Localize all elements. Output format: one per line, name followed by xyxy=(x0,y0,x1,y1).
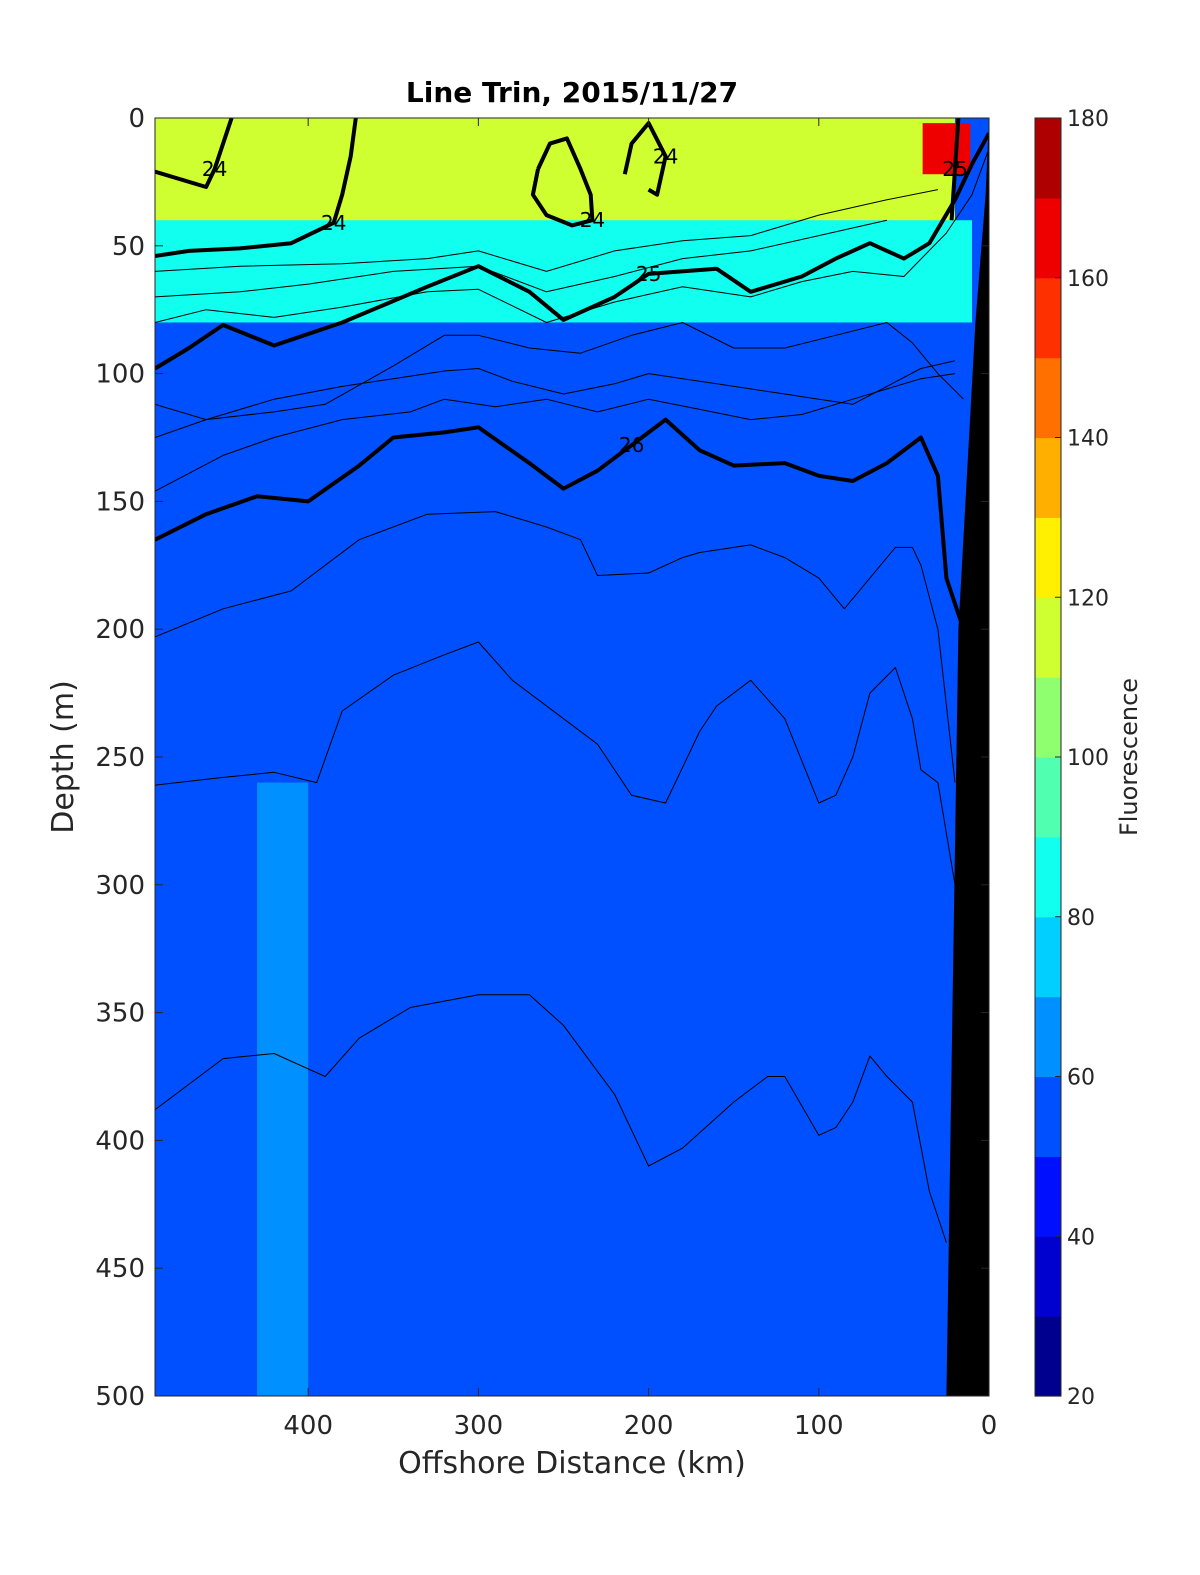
colorbar-swatch xyxy=(1035,757,1061,838)
x-axis: 400 300 200 100 0 xyxy=(283,118,997,1441)
contour-line xyxy=(155,219,888,298)
contour-line xyxy=(622,121,668,197)
colorbar-swatch xyxy=(1035,118,1061,199)
colorbar: 20 40 60 80 100 120 140 160 180 xyxy=(1034,107,1109,1410)
x-tick-label: 300 xyxy=(454,1411,504,1441)
field-patch xyxy=(155,220,972,323)
colorbar-swatch xyxy=(1035,597,1061,678)
contour-line xyxy=(155,994,947,1243)
y-tick-label: 50 xyxy=(112,232,145,262)
contour-line xyxy=(155,132,989,371)
colorbar-swatch xyxy=(1035,277,1061,359)
colorbar-swatch xyxy=(1035,357,1061,439)
colorbar-swatch xyxy=(1035,197,1061,279)
contour-label: 24 xyxy=(202,157,227,181)
field-patch xyxy=(257,782,309,1396)
seafloor-mask xyxy=(946,118,989,1396)
colorbar-tick-label: 160 xyxy=(1067,267,1109,292)
y-tick-label: 300 xyxy=(95,871,145,901)
colorbar-tick-label: 120 xyxy=(1067,586,1109,611)
colorbar-tick-label: 140 xyxy=(1067,427,1109,452)
colorbar-swatch xyxy=(1035,836,1061,918)
colorbar-tick-label: 60 xyxy=(1067,1066,1095,1091)
contour-label: 24 xyxy=(653,144,678,168)
colorbar-tick-label: 20 xyxy=(1067,1385,1095,1410)
colorbar-swatch xyxy=(1035,1316,1061,1397)
contour-label: 25 xyxy=(942,157,967,181)
contour-line xyxy=(155,118,234,189)
contour-line xyxy=(155,641,956,885)
colorbar-label: Fluorescence xyxy=(1115,678,1143,836)
x-tick-label: 400 xyxy=(283,1411,333,1441)
contour-label: 25 xyxy=(636,262,661,286)
y-tick-label: 200 xyxy=(95,615,145,645)
contour-line xyxy=(155,360,956,438)
colorbar-swatch xyxy=(1035,677,1061,758)
contour-line xyxy=(949,118,961,221)
colorbar-swatch xyxy=(1035,996,1061,1078)
y-tick-label: 500 xyxy=(95,1382,145,1412)
field-patch xyxy=(155,118,955,234)
contour-line xyxy=(155,511,956,783)
colorbar-swatch xyxy=(1035,1236,1061,1317)
colorbar-swatch xyxy=(1035,1076,1061,1157)
x-tick-label: 200 xyxy=(624,1411,674,1441)
y-tick-label: 150 xyxy=(95,487,145,517)
y-tick-label: 0 xyxy=(128,104,145,134)
contour-line xyxy=(155,322,964,421)
y-tick-label: 350 xyxy=(95,999,145,1029)
colorbar-tick-label: 40 xyxy=(1067,1225,1095,1250)
contour-line xyxy=(155,189,938,272)
contour-line xyxy=(530,136,595,228)
colorbar-swatch xyxy=(1035,1156,1061,1237)
y-axis-label: Depth (m) xyxy=(46,680,81,834)
fluorescence-field xyxy=(155,118,989,1396)
contour-label: 24 xyxy=(580,208,605,232)
density-contours: 24 24 24 24 25 25 26 xyxy=(155,118,989,1243)
chart-title: Line Trin, 2015/11/27 xyxy=(406,76,738,109)
colorbar-swatch xyxy=(1035,437,1061,518)
contour-line xyxy=(155,118,358,258)
x-tick-label: 100 xyxy=(794,1411,844,1441)
x-tick-label: 0 xyxy=(981,1411,998,1441)
y-tick-label: 250 xyxy=(95,743,145,773)
field-patch xyxy=(922,123,971,175)
y-tick-label: 450 xyxy=(95,1254,145,1284)
x-axis-label: Offshore Distance (km) xyxy=(398,1446,746,1481)
y-tick-label: 400 xyxy=(95,1126,145,1156)
y-axis: 0 50 100 150 200 250 300 350 400 450 500 xyxy=(95,104,989,1412)
colorbar-tick-label: 100 xyxy=(1067,746,1109,771)
colorbar-swatch xyxy=(1035,517,1061,598)
colorbar-tick-label: 80 xyxy=(1067,906,1095,931)
y-tick-label: 100 xyxy=(95,360,145,390)
contour-line xyxy=(155,148,989,323)
colorbar-tick-label: 180 xyxy=(1067,107,1109,132)
contour-line xyxy=(155,373,956,492)
contour-label: 26 xyxy=(619,433,644,457)
contour-label: 24 xyxy=(321,211,346,235)
contour-line xyxy=(155,417,966,630)
colorbar-swatch xyxy=(1035,916,1061,998)
